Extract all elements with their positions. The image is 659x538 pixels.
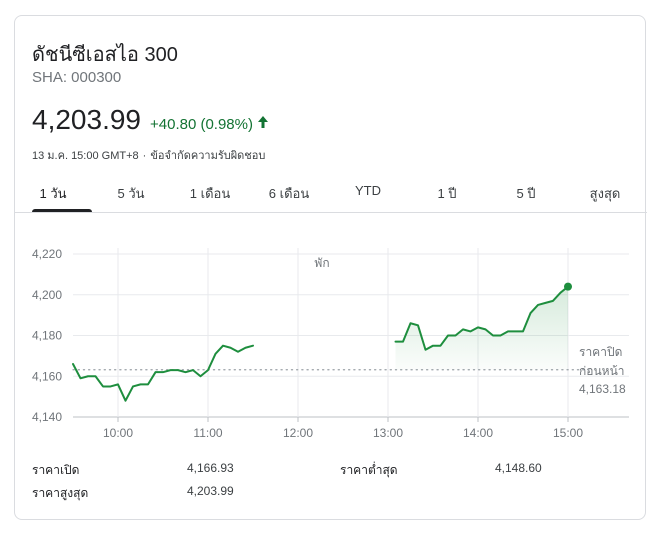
x-tick-label: 14:00 [463, 426, 493, 440]
stat-open-label: ราคาเปิด [32, 463, 80, 477]
tab-max[interactable]: สูงสุด [589, 186, 621, 201]
break-label: พัก [314, 256, 329, 270]
arrow-up-icon [258, 116, 268, 128]
ticker-symbol: SHA: 000300 [32, 69, 122, 86]
stat-low-label: ราคาต่ำสุด [340, 463, 398, 477]
y-tick-label: 4,160 [32, 369, 62, 383]
stat-low-value: 4,148.60 [495, 461, 542, 475]
tab-5-days[interactable]: 5 วัน [117, 186, 145, 201]
separator: · [142, 150, 147, 162]
timestamp-row: 13 ม.ค. 15:00 GMT+8 · ข้อจำกัดความรับผิดชอ… [32, 146, 265, 164]
previous-close-label: ก่อนหน้า [579, 364, 625, 378]
last-price-dot [564, 282, 572, 291]
area-fill [395, 286, 568, 370]
price-chart[interactable]: 4,220 4,200 4,180 4,160 4,140 10:00 11:00 12:00… [15, 16, 647, 456]
series-line-afternoon [394, 285, 569, 351]
stat-high-value: 4,203.99 [187, 484, 234, 498]
previous-close-label: ราคาปิด [579, 345, 622, 359]
stat-open-value: 4,166.93 [187, 461, 234, 475]
range-tabs: 1 วัน 5 วัน 1 เดือน 6 เดือน YTD 1 ปี 5 ป… [15, 175, 647, 213]
x-tick-label: 10:00 [103, 426, 133, 440]
tab-1-month[interactable]: 1 เดือน [189, 186, 231, 201]
tab-6-months[interactable]: 6 เดือน [268, 186, 310, 201]
y-tick-label: 4,140 [32, 410, 62, 424]
tab-1-year[interactable]: 1 ปี [437, 186, 457, 201]
y-tick-label: 4,220 [32, 247, 62, 261]
stock-card: ดัชนีซีเอสไอ 300 SHA: 000300 4,203.99 +4… [14, 15, 647, 520]
index-title: ดัชนีซีเอสไอ 300 [32, 44, 178, 66]
disclaimer-link[interactable]: ข้อจำกัดความรับผิดชอบ [150, 150, 266, 162]
price-change: +40.80 (0.98%) [150, 116, 253, 133]
y-tick-label: 4,180 [32, 329, 62, 343]
y-tick-label: 4,200 [32, 288, 62, 302]
x-tick-label: 11:00 [193, 426, 222, 440]
tab-5-years[interactable]: 5 ปี [516, 186, 536, 201]
tab-1-day[interactable]: 1 วัน [39, 186, 67, 201]
stat-high-label: ราคาสูงสุด [32, 486, 89, 500]
tab-ytd[interactable]: YTD [355, 183, 381, 198]
previous-close-value: 4,163.18 [579, 382, 626, 396]
x-tick-label: 12:00 [283, 426, 313, 440]
timestamp: 13 ม.ค. 15:00 GMT+8 [32, 150, 139, 162]
active-tab-indicator [32, 209, 92, 212]
series-line-morning [72, 344, 254, 402]
price-row: 4,203.99 +40.80 (0.98%) [32, 104, 269, 136]
current-price: 4,203.99 [32, 104, 141, 135]
x-tick-label: 13:00 [373, 426, 403, 440]
x-tick-label: 15:00 [553, 426, 583, 440]
